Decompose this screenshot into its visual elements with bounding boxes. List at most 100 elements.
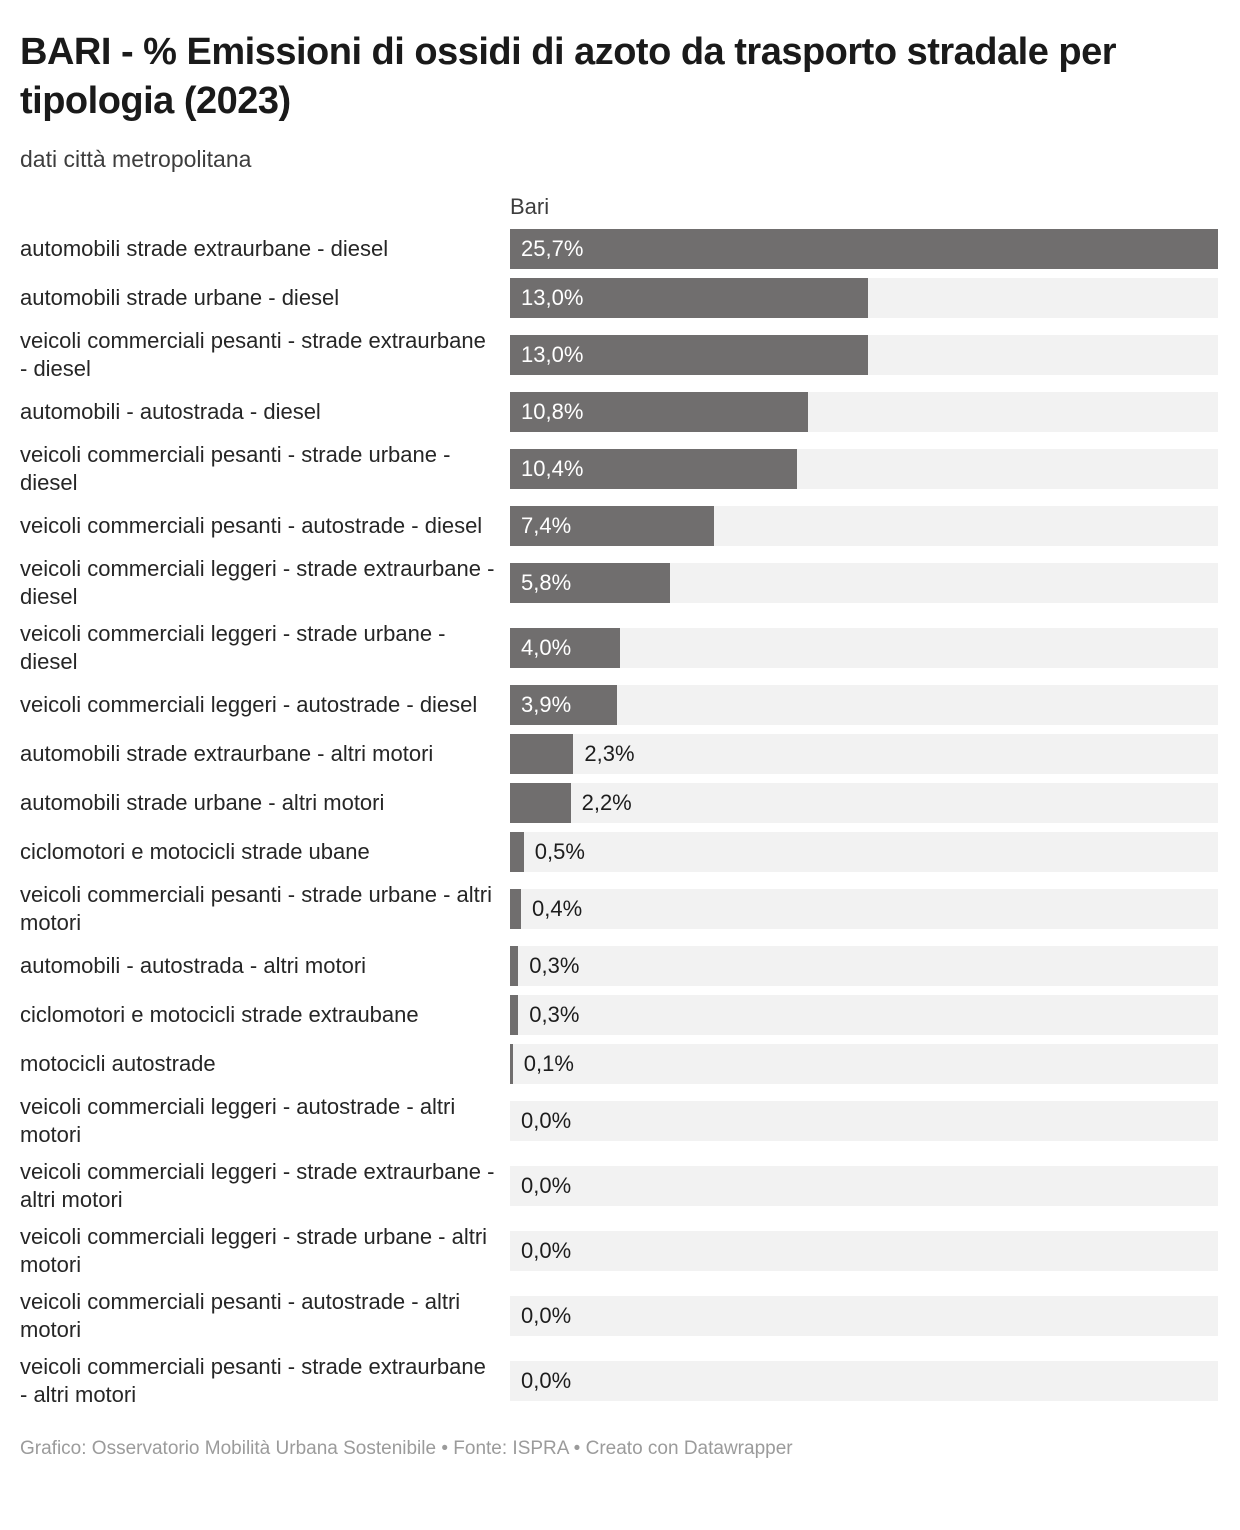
chart-row: veicoli commerciali pesanti - strade ext… [20, 1353, 1218, 1409]
bar[interactable]: 10,4% [510, 449, 797, 490]
row-category-label: veicoli commerciali pesanti - autostrade… [20, 513, 483, 539]
bar-value-label: 0,0% [521, 1173, 572, 1199]
chart-row: automobili strade urbane - altri motori … [20, 783, 1218, 824]
row-category-label: automobili strade extraurbane - diesel [20, 236, 389, 262]
bar-value-label: 0,4% [532, 896, 583, 922]
bar[interactable] [510, 889, 522, 930]
chart-row: veicoli commerciali leggeri - autostrade… [20, 685, 1218, 726]
column-header-row: Bari [20, 193, 1218, 229]
bar-value-label: 10,8% [521, 399, 584, 425]
bar[interactable]: 7,4% [510, 506, 714, 547]
bar-value-label: 7,4% [521, 513, 572, 539]
bar[interactable]: 10,8% [510, 392, 808, 433]
row-category-label: veicoli commerciali leggeri - autostrade… [20, 1094, 456, 1148]
row-category-label: veicoli commerciali pesanti - strade urb… [20, 442, 451, 496]
chart-subtitle: dati città metropolitana [20, 146, 252, 173]
bar-value-label: 3,9% [521, 692, 572, 718]
bar[interactable]: 13,0% [510, 278, 869, 319]
bar[interactable] [510, 995, 519, 1036]
bar-track: 0,1% [510, 1044, 1218, 1085]
chart-row: veicoli commerciali leggeri - strade urb… [20, 1223, 1218, 1279]
bar-track: 13,0% [510, 278, 1218, 319]
bar-value-label: 0,3% [529, 1002, 580, 1028]
chart-row: veicoli commerciali pesanti - strade urb… [20, 881, 1218, 937]
chart-row: veicoli commerciali pesanti - strade urb… [20, 441, 1218, 497]
bar-value-label: 0,1% [523, 1051, 574, 1077]
chart-row: veicoli commerciali pesanti - autostrade… [20, 1288, 1218, 1344]
bar[interactable]: 5,8% [510, 563, 670, 604]
row-category-label: veicoli commerciali leggeri - strade ext… [20, 1159, 495, 1213]
chart-row: veicoli commerciali leggeri - autostrade… [20, 1093, 1218, 1149]
bar[interactable]: 3,9% [510, 685, 618, 726]
bar-chart: Bari automobili strade extraurbane - die… [20, 193, 1218, 1409]
bar-value-label: 2,3% [584, 741, 635, 767]
chart-row: automobili strade extraurbane - diesel 2… [20, 229, 1218, 270]
column-header: Bari [510, 194, 550, 220]
chart-row: automobili strade urbane - diesel 13,0% [20, 278, 1218, 319]
bar-track: 13,0% [510, 335, 1218, 376]
bar-value-label: 0,0% [521, 1368, 572, 1394]
bar[interactable] [510, 946, 519, 987]
chart-footer-credits: Grafico: Osservatorio Mobilità Urbana So… [20, 1438, 793, 1460]
bar-track: 3,9% [510, 685, 1218, 726]
row-category-label: veicoli commerciali leggeri - strade urb… [20, 621, 446, 675]
row-category-label: motocicli autostrade [20, 1051, 216, 1077]
bar-track: 25,7% [510, 229, 1218, 270]
chart-rows: automobili strade extraurbane - diesel 2… [20, 229, 1218, 1409]
chart-row: veicoli commerciali leggeri - strade ext… [20, 555, 1218, 611]
row-category-label: automobili strade urbane - diesel [20, 285, 340, 311]
chart-row: veicoli commerciali pesanti - autostrade… [20, 506, 1218, 547]
bar-track: 0,3% [510, 995, 1218, 1036]
row-category-label: ciclomotori e motocicli strade ubane [20, 839, 370, 865]
bar-value-label: 13,0% [521, 285, 584, 311]
bar-track: 10,8% [510, 392, 1218, 433]
bar[interactable] [510, 734, 574, 775]
bar-track: 0,5% [510, 832, 1218, 873]
bar[interactable]: 4,0% [510, 628, 621, 669]
chart-row: veicoli commerciali leggeri - strade ext… [20, 1158, 1218, 1214]
bar-track: 0,4% [510, 889, 1218, 930]
chart-row: veicoli commerciali leggeri - strade urb… [20, 620, 1218, 676]
bar-value-label: 2,2% [581, 790, 632, 816]
bar-value-label: 13,0% [521, 342, 584, 368]
bar-value-label: 4,0% [521, 635, 572, 661]
bar[interactable] [510, 832, 524, 873]
bar-value-label: 0,0% [521, 1303, 572, 1329]
bar[interactable] [510, 783, 571, 824]
label-column-spacer [20, 193, 510, 229]
bar-track: 0,0% [510, 1166, 1218, 1207]
row-category-label: veicoli commerciali leggeri - strade urb… [20, 1224, 488, 1278]
bar-track: 5,8% [510, 563, 1218, 604]
chart-row: motocicli autostrade 0,1% [20, 1044, 1218, 1085]
row-category-label: automobili - autostrada - diesel [20, 399, 321, 425]
bar-track: 7,4% [510, 506, 1218, 547]
row-category-label: veicoli commerciali pesanti - autostrade… [20, 1289, 461, 1343]
chart-row: veicoli commerciali pesanti - strade ext… [20, 327, 1218, 383]
chart-row: automobili strade extraurbane - altri mo… [20, 734, 1218, 775]
row-category-label: veicoli commerciali leggeri - strade ext… [20, 556, 495, 610]
bar-track: 0,0% [510, 1361, 1218, 1402]
bar-value-label: 5,8% [521, 570, 572, 596]
bar-track: 10,4% [510, 449, 1218, 490]
bar-value-label: 25,7% [521, 236, 584, 262]
bar-track: 2,2% [510, 783, 1218, 824]
bar-value-label: 0,5% [534, 839, 585, 865]
bar-track: 4,0% [510, 628, 1218, 669]
bar[interactable]: 25,7% [510, 229, 1218, 270]
bar-track: 0,0% [510, 1101, 1218, 1142]
bar-value-label: 10,4% [521, 456, 584, 482]
row-category-label: veicoli commerciali pesanti - strade urb… [20, 882, 492, 936]
row-category-label: ciclomotori e motocicli strade extrauban… [20, 1002, 419, 1028]
bar[interactable]: 13,0% [510, 335, 869, 376]
row-category-label: automobili strade extraurbane - altri mo… [20, 741, 434, 767]
chart-row: ciclomotori e motocicli strade extrauban… [20, 995, 1218, 1036]
row-category-label: automobili strade urbane - altri motori [20, 790, 385, 816]
row-category-label: veicoli commerciali leggeri - autostrade… [20, 692, 478, 718]
bar[interactable] [510, 1044, 513, 1085]
chart-title: BARI - % Emissioni di ossidi di azoto da… [20, 31, 1117, 122]
bar-track: 0,3% [510, 946, 1218, 987]
bar-track: 0,0% [510, 1231, 1218, 1272]
bar-value-label: 0,0% [521, 1108, 572, 1134]
row-category-label: veicoli commerciali pesanti - strade ext… [20, 328, 486, 382]
